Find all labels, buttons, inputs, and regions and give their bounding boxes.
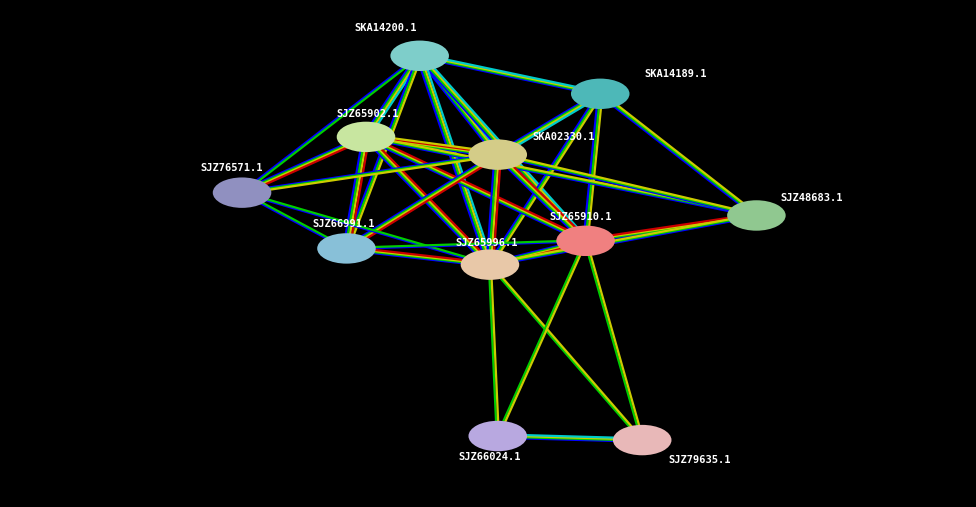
Circle shape [468, 421, 527, 451]
Text: SKA02330.1: SKA02330.1 [532, 132, 594, 142]
Text: SJZ65996.1: SJZ65996.1 [456, 238, 518, 248]
Text: SJZ65910.1: SJZ65910.1 [549, 212, 612, 222]
Circle shape [317, 233, 376, 264]
Text: SJZ48683.1: SJZ48683.1 [781, 193, 843, 203]
Text: SKA14200.1: SKA14200.1 [354, 23, 417, 33]
Text: SKA14189.1: SKA14189.1 [644, 68, 707, 79]
Text: SJZ65902.1: SJZ65902.1 [337, 109, 399, 119]
Circle shape [461, 249, 519, 280]
Text: SJZ76571.1: SJZ76571.1 [200, 163, 263, 173]
Circle shape [390, 41, 449, 71]
Text: SJZ66991.1: SJZ66991.1 [312, 219, 375, 229]
Circle shape [571, 79, 630, 109]
Text: SJZ79635.1: SJZ79635.1 [669, 455, 731, 465]
Circle shape [613, 425, 671, 455]
Circle shape [468, 139, 527, 170]
Circle shape [337, 122, 395, 152]
Circle shape [556, 226, 615, 256]
Text: SJZ66024.1: SJZ66024.1 [459, 452, 521, 462]
Circle shape [727, 200, 786, 231]
Circle shape [213, 177, 271, 208]
